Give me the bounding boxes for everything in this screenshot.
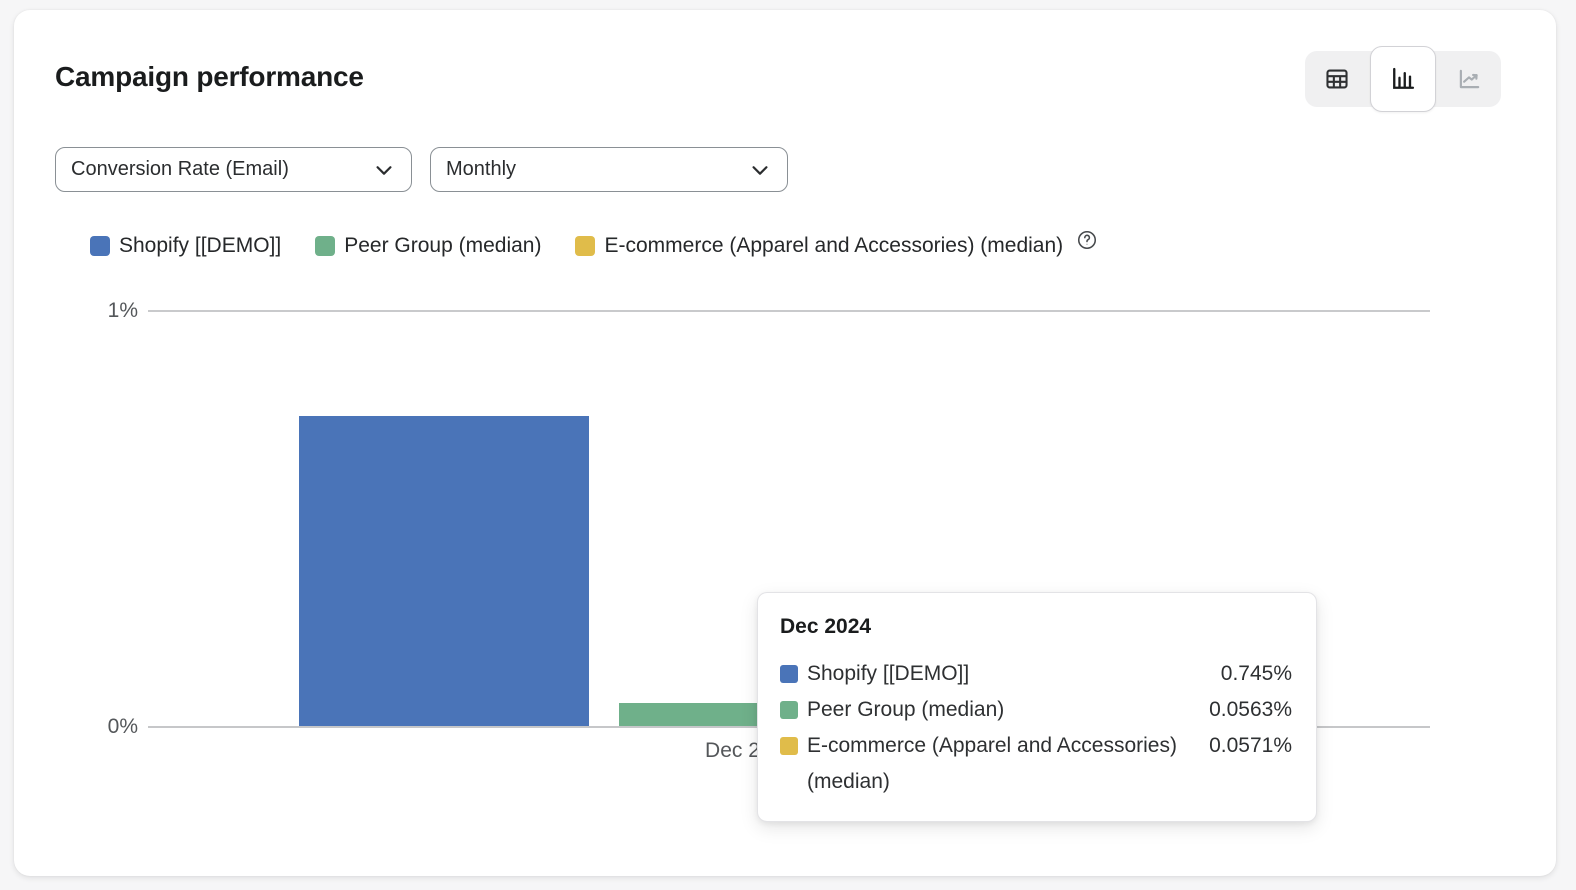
legend-label: E-commerce (Apparel and Accessories) (me… <box>604 234 1063 258</box>
legend-label: Peer Group (median) <box>344 234 541 258</box>
legend-swatch <box>575 236 595 256</box>
bar-shopify[interactable] <box>299 416 589 726</box>
page-title: Campaign performance <box>55 61 364 93</box>
tooltip-value: 0.0571% <box>1209 728 1292 764</box>
line-chart-view-button[interactable] <box>1437 51 1501 107</box>
help-circle-icon[interactable] <box>1076 229 1098 251</box>
legend-label: Shopify [[DEMO]] <box>119 234 281 258</box>
tooltip-title: Dec 2024 <box>780 615 1292 639</box>
chart-view-toggle <box>1305 51 1501 107</box>
bar-chart-icon <box>1389 65 1417 93</box>
table-icon <box>1324 66 1350 92</box>
tooltip-swatch <box>780 701 798 719</box>
tooltip-row-peer-group: Peer Group (median) 0.0563% <box>780 692 1292 728</box>
tooltip-label: E-commerce (Apparel and Accessories) (me… <box>807 728 1209 800</box>
period-dropdown[interactable]: Monthly <box>430 147 788 192</box>
tooltip-value: 0.745% <box>1221 656 1292 692</box>
y-axis-tick-1pct: 1% <box>48 299 138 323</box>
tooltip-label: Shopify [[DEMO]] <box>807 656 1221 692</box>
tooltip-swatch <box>780 737 798 755</box>
line-chart-icon <box>1456 66 1482 92</box>
legend-item-ecommerce[interactable]: E-commerce (Apparel and Accessories) (me… <box>575 234 1098 258</box>
tooltip-swatch <box>780 665 798 683</box>
chart-tooltip: Dec 2024 Shopify [[DEMO]] 0.745% Peer Gr… <box>757 592 1317 822</box>
chart-legend: Shopify [[DEMO]] Peer Group (median) E-c… <box>90 234 1098 258</box>
legend-swatch <box>90 236 110 256</box>
metric-dropdown-value: Conversion Rate (Email) <box>71 158 289 181</box>
bar-chart-view-button[interactable] <box>1370 46 1436 112</box>
legend-swatch <box>315 236 335 256</box>
campaign-performance-card: Campaign performance <box>14 10 1556 876</box>
tooltip-value: 0.0563% <box>1209 692 1292 728</box>
tooltip-label: Peer Group (median) <box>807 692 1209 728</box>
chevron-down-icon <box>749 159 771 181</box>
y-axis-tick-0pct: 0% <box>48 715 138 739</box>
period-dropdown-value: Monthly <box>446 158 516 181</box>
table-view-button[interactable] <box>1305 51 1369 107</box>
legend-item-peer-group[interactable]: Peer Group (median) <box>315 234 541 258</box>
metric-dropdown[interactable]: Conversion Rate (Email) <box>55 147 412 192</box>
tooltip-row-shopify: Shopify [[DEMO]] 0.745% <box>780 656 1292 692</box>
legend-item-shopify[interactable]: Shopify [[DEMO]] <box>90 234 281 258</box>
tooltip-row-ecommerce: E-commerce (Apparel and Accessories) (me… <box>780 728 1292 800</box>
chevron-down-icon <box>373 159 395 181</box>
